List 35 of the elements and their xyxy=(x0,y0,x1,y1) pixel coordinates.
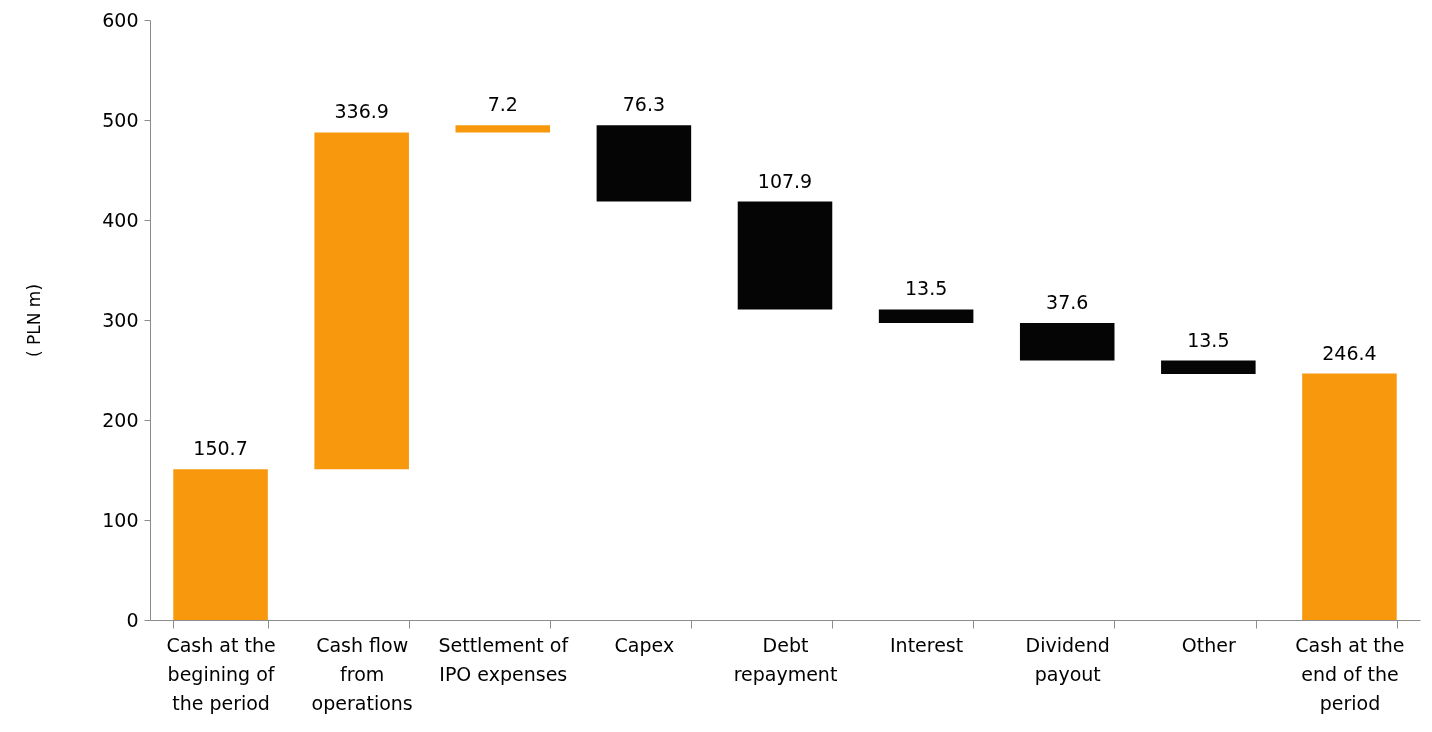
y-tick-label: 400 xyxy=(102,208,139,231)
bar xyxy=(173,469,268,620)
y-tick-label: 300 xyxy=(102,308,139,331)
data-label: 7.2 xyxy=(487,93,518,116)
data-label: 13.5 xyxy=(904,277,948,300)
y-tick-label: 200 xyxy=(102,408,139,431)
y-tick-label: 500 xyxy=(102,108,139,131)
x-tick-label: Capex xyxy=(614,633,675,656)
x-tick-label: Settlement of IPO expenses xyxy=(438,633,570,685)
data-label: 76.3 xyxy=(622,93,666,116)
data-label: 107.9 xyxy=(757,169,813,192)
bar xyxy=(878,309,974,323)
data-label: 150.7 xyxy=(193,437,248,460)
y-axis-title: ( PLN m) xyxy=(24,283,45,358)
y-tick-label: 100 xyxy=(102,508,139,531)
x-tick-label: Cash at the end of the period xyxy=(1295,633,1405,714)
x-tick-label: Other xyxy=(1181,633,1236,656)
data-label: 13.5 xyxy=(1187,328,1230,351)
bar xyxy=(1302,373,1397,620)
x-tick-label: Dividend payout xyxy=(1025,633,1110,685)
bar xyxy=(314,132,409,470)
bar xyxy=(1161,360,1256,374)
x-tick-label: Cash at the begining of the period xyxy=(166,633,276,714)
x-tick-label: Interest xyxy=(890,633,964,656)
bar xyxy=(737,201,833,310)
x-tick-label: Cash flow from operations xyxy=(311,633,413,714)
data-label: 336.9 xyxy=(334,100,389,123)
bar xyxy=(1019,322,1115,361)
data-label: 37.6 xyxy=(1046,290,1089,313)
bar xyxy=(596,125,692,202)
bar xyxy=(455,125,551,133)
y-tick-label: 600 xyxy=(102,8,139,31)
data-label: 246.4 xyxy=(1322,341,1377,364)
x-tick-label: Debt repayment xyxy=(733,633,838,685)
y-tick-label: 0 xyxy=(126,608,139,631)
